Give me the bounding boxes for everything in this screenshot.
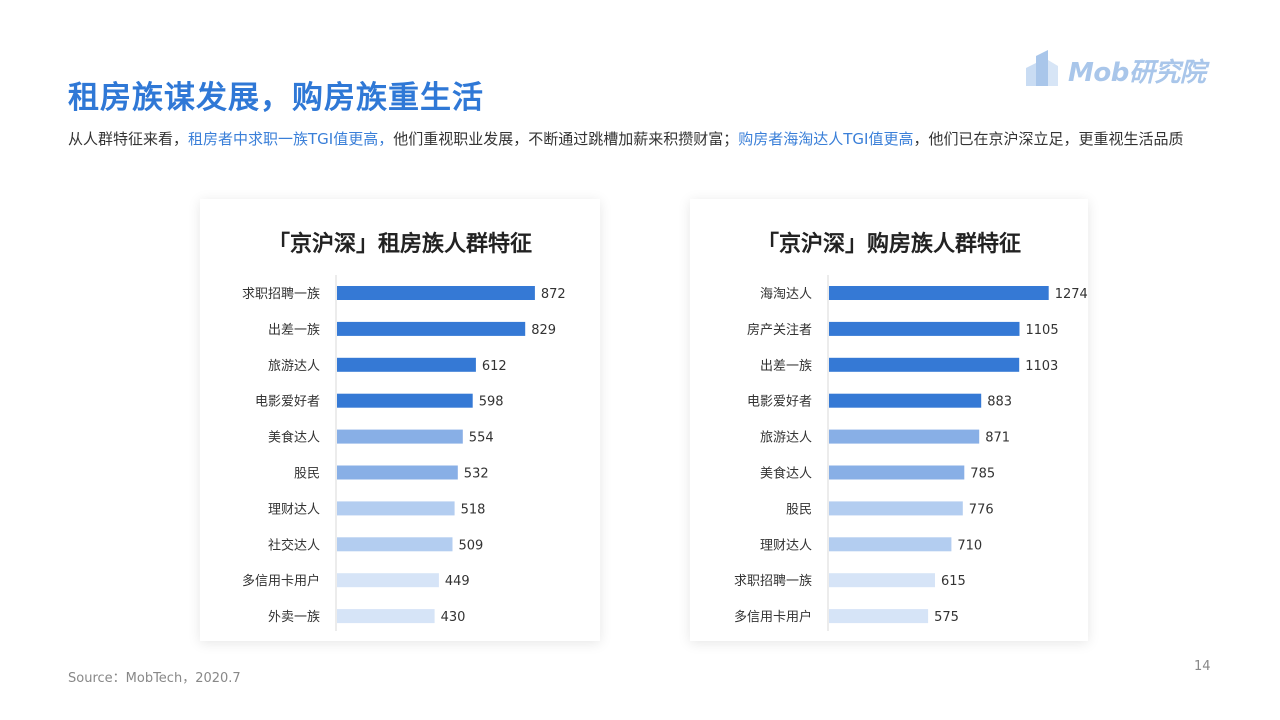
buyer-bar (829, 573, 935, 588)
buyer-bar (829, 501, 963, 516)
buyer-bar (829, 429, 980, 444)
renter-value-label: 518 (461, 502, 486, 517)
renter-bar (337, 609, 435, 624)
renter-bar (337, 321, 526, 336)
page-number: 14 (1194, 659, 1211, 674)
buyer-category-label: 多信用卡用户 (734, 609, 812, 625)
buyer-bar-chart: 海淘达人 1274 房产关注者 1105 出差一族 1103 电影爱好者 883 旅游达人 871… (734, 275, 1088, 631)
building-icon (1026, 50, 1058, 86)
buyer-chart-card: 「京沪深」购房族人群特征 海淘达人 1274 房产关注者 1105 出差一族 1103 电影… (690, 199, 1088, 641)
renter-value-label: 509 (459, 538, 484, 553)
renter-value-label: 449 (445, 574, 470, 589)
buyer-value-label: 1274 (1055, 287, 1088, 302)
renter-bar (337, 357, 476, 372)
summary-part-1: 从人群特征来看， (68, 130, 189, 148)
renter-category-label: 求职招聘一族 (242, 286, 320, 302)
buyer-bar (829, 609, 929, 624)
buyer-value-label: 785 (970, 467, 995, 482)
renter-category-label: 理财达人 (268, 502, 320, 517)
logo-text: Mob研究院 (1068, 58, 1206, 88)
buyer-category-label: 股民 (786, 502, 812, 517)
buyer-category-label: 出差一族 (760, 358, 812, 374)
renter-category-label: 旅游达人 (268, 359, 320, 374)
buyer-value-label: 1103 (1025, 359, 1058, 374)
buyer-category-label: 美食达人 (760, 466, 812, 482)
brand-logo: Mob研究院 (1024, 46, 1214, 90)
buyer-value-label: 710 (957, 538, 982, 553)
renter-bar (337, 537, 453, 552)
renter-bar-chart: 求职招聘一族 872 出差一族 829 旅游达人 612 电影爱好者 598 美食达人 554 股民… (242, 275, 566, 631)
buyer-value-label: 575 (934, 610, 959, 625)
renter-bar (337, 501, 455, 516)
buyer-value-label: 615 (941, 574, 966, 589)
summary-text: 从人群特征来看，租房者中求职一族TGI值更高，他们重视职业发展，不断通过跳槽加薪… (68, 126, 1218, 152)
buyer-category-label: 海淘达人 (760, 287, 812, 302)
summary-part-3: ，他们已在京沪深立足，更重视生活品质 (913, 130, 1184, 148)
renter-bar (337, 573, 439, 588)
renter-category-label: 电影爱好者 (255, 395, 320, 410)
buyer-value-label: 1105 (1026, 323, 1059, 338)
renter-value-label: 554 (469, 431, 494, 446)
renter-category-label: 社交达人 (268, 537, 320, 553)
renter-value-label: 598 (479, 395, 504, 410)
renter-bar (337, 286, 535, 300)
buyer-value-label: 871 (985, 431, 1010, 446)
buyer-category-label: 旅游达人 (760, 431, 812, 446)
buyer-bar (829, 321, 1020, 336)
buyer-bar (829, 537, 952, 552)
buyer-value-label: 776 (969, 502, 994, 517)
buyer-bar (829, 393, 982, 408)
summary-highlight-2: 购房者海淘达人TGI值更高 (738, 130, 914, 148)
renter-category-label: 多信用卡用户 (242, 573, 320, 589)
renter-value-label: 829 (531, 323, 556, 338)
renter-bar (337, 393, 473, 408)
renter-value-label: 612 (482, 359, 507, 374)
renter-category-label: 美食达人 (268, 430, 320, 446)
buyer-bar (829, 357, 1020, 372)
renter-category-label: 出差一族 (268, 322, 320, 338)
summary-part-2: 他们重视职业发展，不断通过跳槽加薪来积攒财富； (393, 130, 739, 148)
renter-category-label: 股民 (294, 467, 320, 482)
buyer-bar (829, 286, 1049, 300)
buyer-category-label: 电影爱好者 (747, 395, 812, 410)
renter-value-label: 430 (441, 610, 466, 625)
source-note: Source：MobTech，2020.7 (68, 671, 241, 686)
buyer-bar (829, 465, 965, 480)
renter-bar (337, 465, 458, 480)
renter-value-label: 872 (541, 287, 566, 302)
buyer-category-label: 理财达人 (760, 538, 812, 553)
renter-value-label: 532 (464, 467, 489, 482)
renter-chart-title: 「京沪深」租房族人群特征 (267, 232, 532, 257)
buyer-category-label: 求职招聘一族 (734, 573, 812, 589)
buyer-value-label: 883 (987, 395, 1012, 410)
summary-highlight-1: 租房者中求职一族TGI值更高， (188, 130, 394, 148)
buyer-chart-title: 「京沪深」购房族人群特征 (756, 232, 1021, 257)
renter-category-label: 外卖一族 (268, 609, 320, 625)
renter-chart-card: 「京沪深」租房族人群特征 求职招聘一族 872 出差一族 829 旅游达人 612 电影爱好… (200, 199, 600, 641)
buyer-category-label: 房产关注者 (747, 322, 812, 338)
renter-bar (337, 429, 463, 444)
page-title: 租房族谋发展，购房族重生活 (68, 80, 484, 116)
